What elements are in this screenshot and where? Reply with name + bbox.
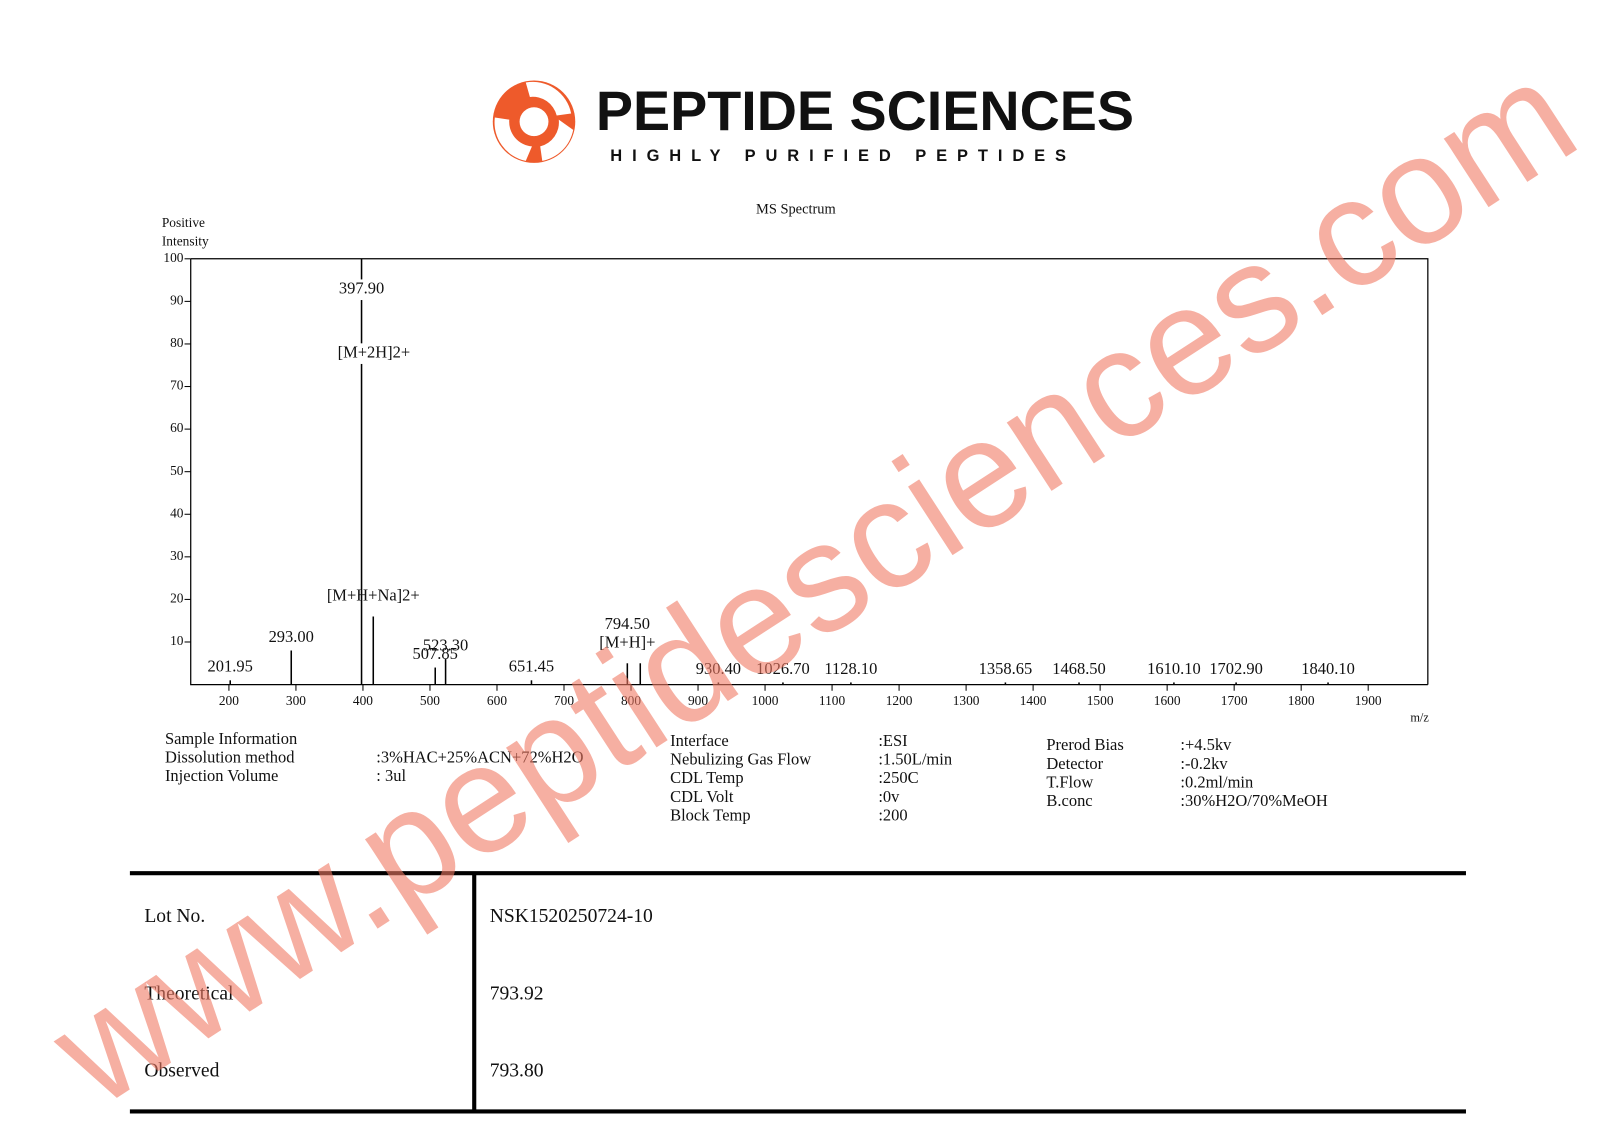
y-axis-label: Intensity xyxy=(162,233,209,248)
cell-value: NSK1520250724-10 xyxy=(490,906,653,927)
setting-value: :1.50L/min xyxy=(878,750,952,769)
y-tick-label: 80 xyxy=(170,335,184,350)
cell-label: Theoretical xyxy=(144,983,234,1004)
x-tick-label: 1000 xyxy=(752,693,779,708)
peak-label: 1128.10 xyxy=(824,659,877,678)
setting-value: :200 xyxy=(878,805,907,824)
setting-value: :+4.5kv xyxy=(1180,735,1232,754)
label-bg xyxy=(320,343,403,364)
setting-value: :ESI xyxy=(878,731,907,750)
peak-label: 651.45 xyxy=(509,657,554,676)
setting-label: Nebulizing Gas Flow xyxy=(670,750,811,769)
ion-label: [M+2H]2+ xyxy=(338,342,411,361)
peak-label: 1026.70 xyxy=(756,659,810,678)
setting-value: :3%HAC+25%ACN+72%H2O xyxy=(376,748,583,767)
ion-label: [M+H]+ xyxy=(599,632,655,651)
x-tick-label: 1800 xyxy=(1288,693,1315,708)
peak-label: 1468.50 xyxy=(1052,659,1106,678)
y-tick-label: 50 xyxy=(170,463,184,478)
x-tick-label: 1200 xyxy=(886,693,913,708)
y-tick-label: 70 xyxy=(170,378,184,393)
peak-label: 523.30 xyxy=(423,635,468,654)
peak-label: 1840.10 xyxy=(1301,659,1355,678)
setting-label: B.conc xyxy=(1046,791,1092,810)
setting-value: :0.2ml/min xyxy=(1180,772,1253,791)
y-tick-label: 10 xyxy=(170,633,184,648)
x-tick-label: 1400 xyxy=(1020,693,1047,708)
ion-label: [M+H+Na]2+ xyxy=(327,586,420,605)
cell-label: Lot No. xyxy=(144,906,205,927)
watermark: www.peptidesciences.com xyxy=(21,27,1600,1131)
x-tick-label: 1100 xyxy=(819,693,846,708)
peak-label: 794.50 xyxy=(605,614,650,633)
setting-value: : 3ul xyxy=(376,766,406,785)
x-tick-label: 700 xyxy=(554,693,574,708)
x-tick-label: 1500 xyxy=(1087,693,1114,708)
setting-value: :-0.2kv xyxy=(1180,754,1228,773)
setting-label: Detector xyxy=(1046,754,1103,773)
logo-icon xyxy=(492,80,576,163)
peak-label: 1610.10 xyxy=(1147,659,1201,678)
y-tick-label: 30 xyxy=(170,548,184,563)
peak-label: 201.95 xyxy=(208,657,253,676)
setting-value: :30%H2O/70%MeOH xyxy=(1180,791,1328,810)
result-table: Lot No. NSK1520250724-10 Theoretical 793.92… xyxy=(129,871,1466,1114)
x-tick-label: 1300 xyxy=(953,693,980,708)
setting-label: CDL Temp xyxy=(670,768,743,787)
cell-value: 793.80 xyxy=(490,1061,544,1082)
setting-label: T.Flow xyxy=(1046,772,1093,791)
setting-label: Sample Information xyxy=(165,729,297,748)
y-tick-label: 60 xyxy=(170,420,184,435)
setting-label: Injection Volume xyxy=(165,766,278,785)
y-tick-label: 40 xyxy=(170,505,184,520)
y-tick-label: 20 xyxy=(170,590,184,605)
y-tick-label: 90 xyxy=(170,292,184,307)
label-bg xyxy=(334,279,389,301)
setting-label: Block Temp xyxy=(670,805,751,824)
peak-label: 930.40 xyxy=(696,659,741,678)
y-axis-label: Positive xyxy=(162,215,205,230)
setting-value: :0v xyxy=(878,787,900,806)
setting-value: :250C xyxy=(878,768,918,787)
x-axis-label: m/z xyxy=(1410,710,1429,724)
peak-label: 1358.65 xyxy=(979,659,1033,678)
x-tick-label: 600 xyxy=(487,693,507,708)
cell-label: Observed xyxy=(144,1061,219,1082)
cell-value: 793.92 xyxy=(490,983,544,1004)
setting-label: Dissolution method xyxy=(165,748,295,767)
x-tick-label: 1900 xyxy=(1355,693,1382,708)
chart-title: MS Spectrum xyxy=(756,202,836,218)
x-tick-label: 500 xyxy=(420,693,440,708)
x-tick-label: 300 xyxy=(286,693,306,708)
peak-label: 1702.90 xyxy=(1209,659,1263,678)
x-tick-label: 1600 xyxy=(1154,693,1181,708)
x-tick-label: 200 xyxy=(219,693,239,708)
spectrum-chart: MS Spectrum Positive Intensity m/z 10 20 30 40 5… xyxy=(162,202,1430,725)
y-tick-label: 100 xyxy=(163,250,183,265)
setting-label: Prerod Bias xyxy=(1046,735,1123,754)
peak-label: 507.85 xyxy=(413,644,458,663)
x-tick-label: 400 xyxy=(353,693,373,708)
tagline: HIGHLY PURIFIED PEPTIDES xyxy=(610,147,1076,165)
plot-frame xyxy=(190,258,1429,686)
x-tick-label: 900 xyxy=(688,693,708,708)
peak-label: 397.90 xyxy=(339,279,384,298)
x-tick-label: 1700 xyxy=(1221,693,1248,708)
x-tick-label: 800 xyxy=(621,693,641,708)
setting-label: Interface xyxy=(670,731,729,750)
setting-label: CDL Volt xyxy=(670,787,734,806)
brand: PEPTIDE SCIENCES xyxy=(596,80,1134,142)
peak-label: 293.00 xyxy=(269,627,314,646)
